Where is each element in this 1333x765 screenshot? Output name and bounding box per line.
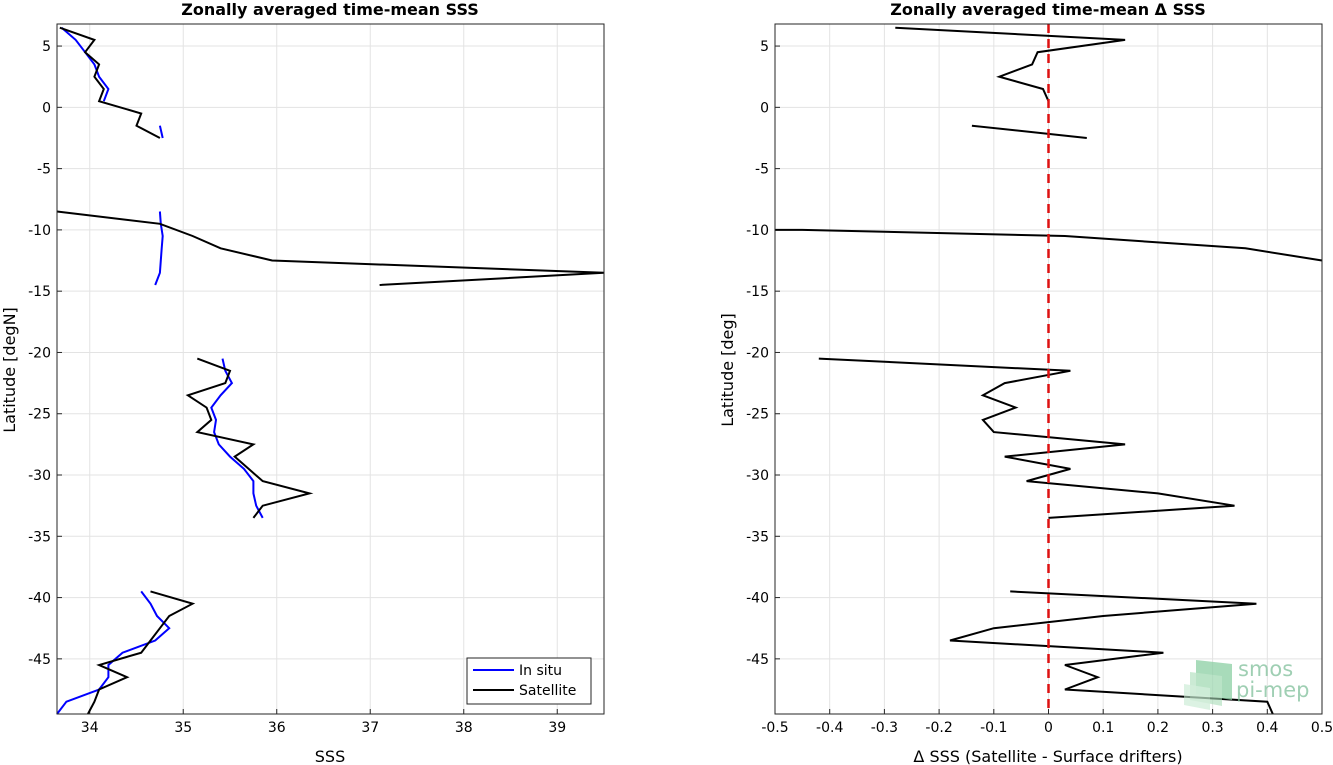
- left-series-in-situ-segment: [61, 26, 110, 102]
- right-y-tick-label: -15: [746, 284, 769, 300]
- left-series-in-situ-segment: [56, 590, 171, 715]
- right-y-tick-label: -45: [746, 652, 769, 668]
- left-x-tick-label: 36: [268, 720, 286, 736]
- left-y-tick-label: 5: [42, 39, 51, 55]
- logo-mark-icon: [1184, 660, 1232, 710]
- right-x-tick-label: -0.2: [925, 720, 952, 736]
- right-series-lines: [775, 26, 1323, 715]
- right-x-tick-label: -0.3: [871, 720, 898, 736]
- left-x-tick-label: 37: [361, 720, 379, 736]
- right-y-tick-label: -30: [746, 468, 769, 484]
- left-series-satellite-segment: [185, 357, 314, 519]
- right-panel: -0.5 -0.4 -0.3 -0.2 -0.1 0 0.1 0.2 0.3 0.4 0.5 5 0 -5…: [718, 0, 1333, 765]
- legend-label-in-situ: In situ: [519, 663, 562, 679]
- left-x-tick-label: 39: [548, 720, 566, 736]
- right-axes-box: [774, 23, 1323, 715]
- right-x-tick-label: 0: [1044, 720, 1053, 736]
- smos-pi-mep-logo: smos pi-mep: [1184, 657, 1309, 710]
- left-y-tick-label: -25: [28, 407, 51, 423]
- left-chart-title: Zonally averaged time-mean SSS: [181, 0, 479, 19]
- left-y-tick-label: -15: [28, 284, 51, 300]
- left-y-tick-label: 0: [42, 100, 51, 116]
- left-y-tick-label: -10: [28, 223, 51, 239]
- right-y-tick-label: 5: [760, 39, 769, 55]
- right-y-tick-label: -20: [746, 345, 769, 361]
- legend-label-satellite: Satellite: [519, 683, 576, 699]
- right-x-tick-label: 0.1: [1092, 720, 1114, 736]
- right-x-tick-label: 0.2: [1147, 720, 1169, 736]
- right-x-tick-label: -0.1: [980, 720, 1007, 736]
- right-y-tick-label: -35: [746, 529, 769, 545]
- right-series-line-segment: [775, 228, 1323, 262]
- left-series-satellite-segment: [59, 26, 161, 139]
- right-x-tick-label: 0.3: [1201, 720, 1223, 736]
- left-y-axis-label: Latitude [degN]: [0, 307, 19, 433]
- left-x-tick-label: 38: [455, 720, 473, 736]
- left-y-tick-label: -5: [37, 162, 51, 178]
- right-x-tick-label: 0.4: [1256, 720, 1278, 736]
- right-y-tick-label: -40: [746, 591, 769, 607]
- right-x-tick-label: -0.4: [816, 720, 843, 736]
- right-series-line-segment: [818, 357, 1235, 519]
- right-chart-title: Zonally averaged time-mean Δ SSS: [890, 0, 1206, 19]
- right-y-axis-label: Latitude [deg]: [718, 313, 737, 427]
- left-panel: 34 35 36 37 38 39 5 0 -5 -10 -15 -20 -25 -30 -35 -40 -45…: [0, 0, 605, 765]
- right-x-axis-label: Δ SSS (Satellite - Surface drifters): [913, 747, 1182, 765]
- left-y-tick-label: -30: [28, 468, 51, 484]
- right-x-tick-label: -0.5: [761, 720, 788, 736]
- left-series-satellite-segment: [87, 590, 196, 715]
- left-y-tick-label: -45: [28, 652, 51, 668]
- left-y-tick-label: -20: [28, 345, 51, 361]
- left-x-tick-label: 35: [174, 720, 192, 736]
- logo-text-smos: smos: [1238, 657, 1293, 681]
- right-series-line-segment: [949, 590, 1274, 715]
- left-series-in-situ-segment: [158, 125, 164, 139]
- left-x-axis-label: SSS: [315, 747, 345, 765]
- right-x-tick-label: 0.5: [1311, 720, 1333, 736]
- right-y-tick-label: -10: [746, 223, 769, 239]
- left-axes-box: [56, 23, 605, 715]
- right-y-tick-label: 0: [760, 100, 769, 116]
- left-grid: [57, 24, 604, 714]
- logo-text-pi-mep: pi-mep: [1236, 678, 1309, 702]
- right-series-line-segment: [971, 124, 1087, 139]
- left-y-tick-label: -40: [28, 591, 51, 607]
- legend-box: [466, 657, 592, 705]
- legend: In situ Satellite: [466, 657, 592, 705]
- left-y-tick-label: -35: [28, 529, 51, 545]
- right-series-line-segment: [895, 26, 1126, 102]
- right-tick-labels: -0.5 -0.4 -0.3 -0.2 -0.1 0 0.1 0.2 0.3 0.4 0.5 5 0 -5…: [746, 39, 1333, 736]
- left-x-tick-label: 34: [81, 720, 99, 736]
- left-tick-labels: 34 35 36 37 38 39 5 0 -5 -10 -15 -20 -25 -30 -35 -40 -45: [28, 39, 566, 736]
- right-y-tick-label: -25: [746, 407, 769, 423]
- left-series-in-situ-segment: [210, 358, 264, 519]
- right-y-tick-label: -5: [755, 162, 769, 178]
